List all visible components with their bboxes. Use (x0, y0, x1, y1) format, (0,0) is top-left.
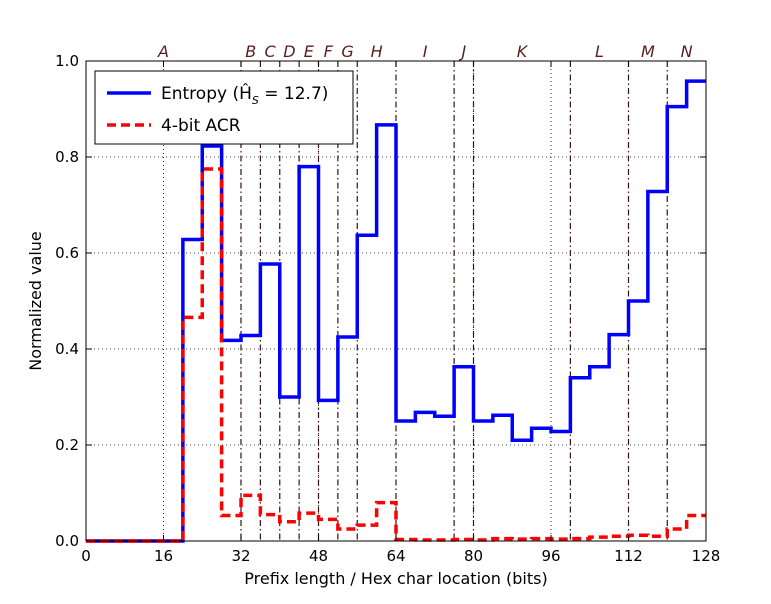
x-tick-label-5: 80 (464, 547, 483, 565)
legend: Entropy (ĤS = 12.7) 4-bit ACR (94, 70, 354, 145)
segment-label-a: A (157, 42, 169, 61)
y-tick-label-2: 0.4 (55, 340, 79, 358)
segment-label-j: J (458, 42, 466, 61)
segment-label-l: L (595, 42, 604, 61)
segment-label-d: D (283, 42, 295, 61)
x-tick-label-8: 128 (692, 547, 721, 565)
segment-label-m: M (641, 42, 655, 61)
x-tick-label-2: 32 (231, 547, 250, 565)
segment-label-k: K (517, 42, 529, 61)
x-tick-label-1: 16 (154, 547, 173, 565)
segment-label-h: H (371, 42, 383, 61)
x-tick-label-6: 96 (541, 547, 560, 565)
tick-layer: 0 16 32 48 64 80 96 112 128 0.0 0.2 0.4 0.6 0.8 1.0 (55, 52, 720, 565)
x-tick-label-4: 64 (386, 547, 405, 565)
y-tick-label-5: 1.0 (55, 52, 79, 70)
legend-box (94, 70, 354, 145)
segment-label-g: G (341, 42, 353, 61)
y-tick-label-0: 0.0 (55, 532, 79, 550)
y-tick-label-3: 0.6 (55, 244, 79, 262)
x-axis-label: Prefix length / Hex char location (bits) (244, 569, 547, 588)
segment-label-f: F (324, 42, 334, 61)
series-layer (86, 79, 706, 543)
x-tick-label-0: 0 (81, 547, 91, 565)
legend-entropy-label: Entropy (ĤS = 12.7) (161, 82, 328, 107)
segment-label-c: C (264, 42, 276, 61)
y-axis-label: Normalized value (26, 231, 45, 371)
y-tick-label-1: 0.2 (55, 436, 79, 454)
series-4-bit-acr-line (86, 167, 706, 543)
segment-label-i: I (423, 42, 428, 61)
x-tick-label-7: 112 (614, 547, 643, 565)
y-tick-label-4: 0.8 (55, 148, 79, 166)
segment-label-n: N (681, 42, 693, 61)
segment-label-b: B (245, 42, 256, 61)
legend-acr-label: 4-bit ACR (161, 116, 241, 136)
segment-label-e: E (304, 42, 315, 61)
x-tick-label-3: 48 (309, 547, 328, 565)
